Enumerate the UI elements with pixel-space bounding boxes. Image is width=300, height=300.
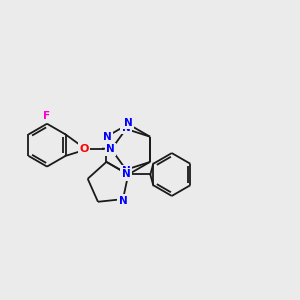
- Text: N: N: [122, 122, 130, 133]
- Text: O: O: [80, 144, 89, 154]
- Text: N: N: [118, 196, 127, 206]
- Text: F: F: [44, 111, 51, 121]
- Text: N: N: [106, 144, 115, 154]
- Text: N: N: [122, 166, 130, 176]
- Text: N: N: [122, 169, 131, 179]
- Text: N: N: [124, 118, 133, 128]
- Text: N: N: [103, 132, 112, 142]
